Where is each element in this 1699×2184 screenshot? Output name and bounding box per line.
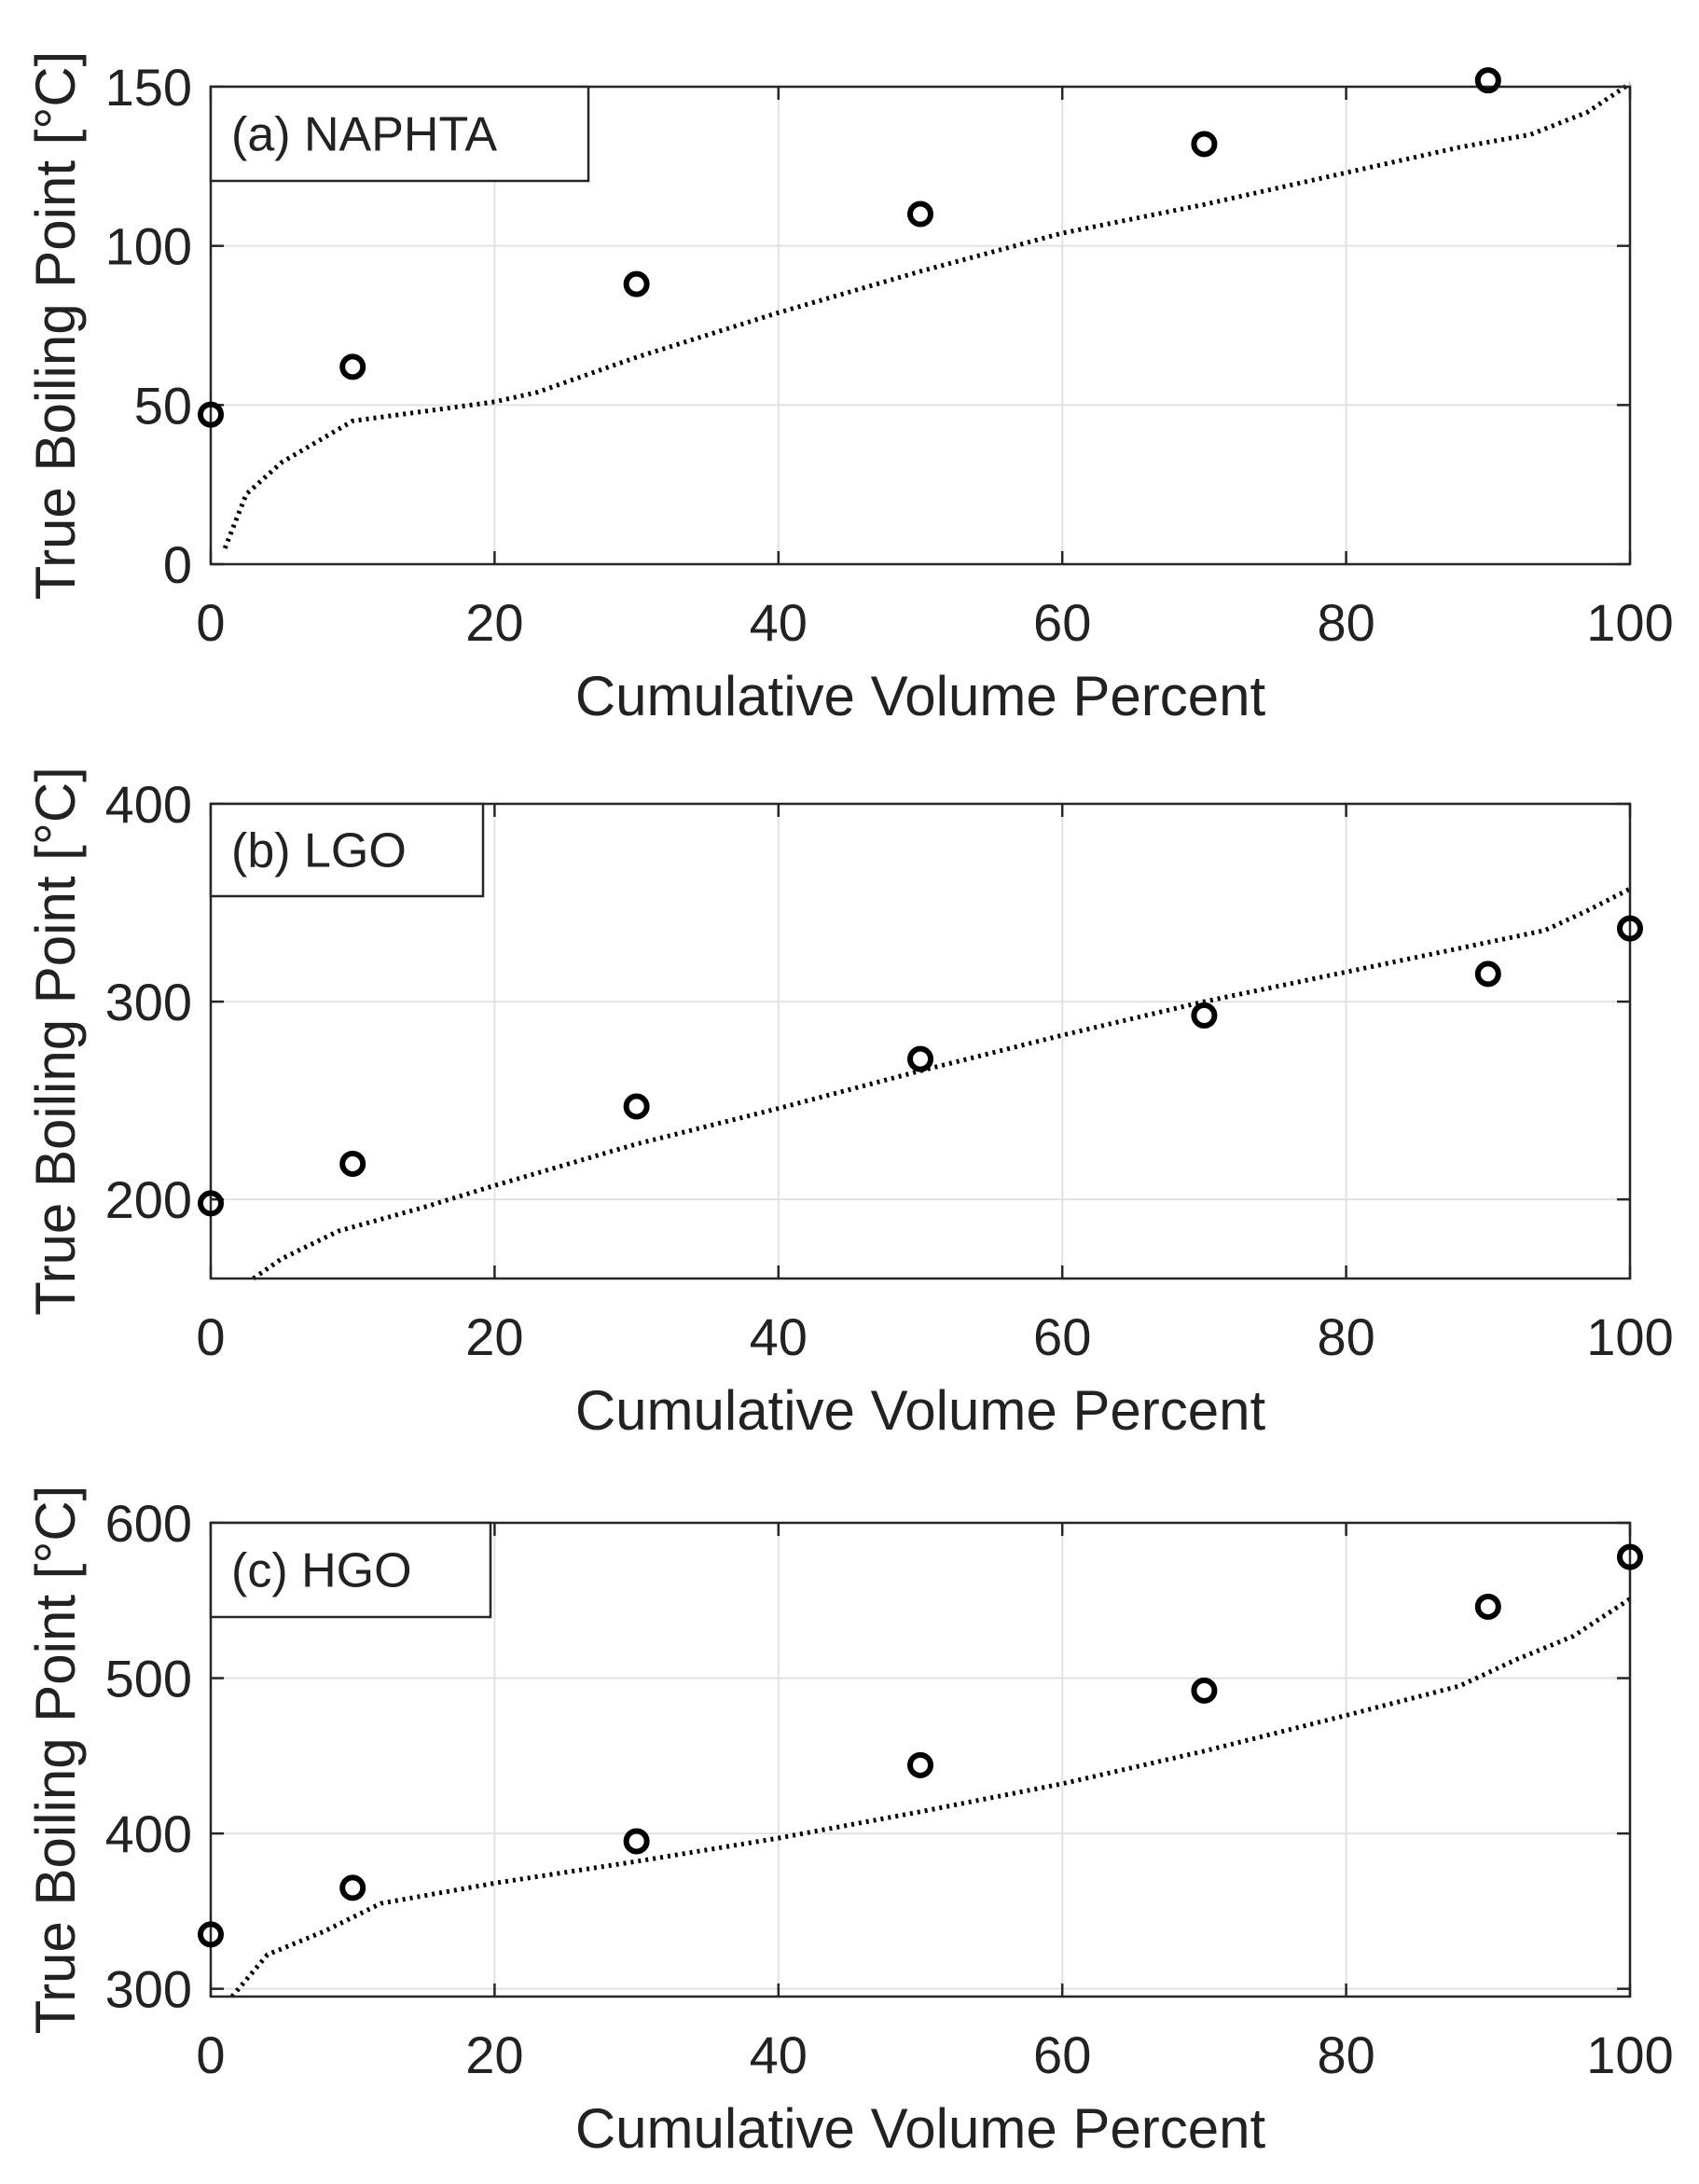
predicted-curve (222, 81, 1632, 549)
y-tick-label: 600 (105, 1494, 192, 1553)
y-tick-label: 0 (163, 535, 192, 594)
x-tick-label: 60 (1033, 593, 1091, 652)
panel-title: (b) LGO (231, 824, 407, 878)
panel-title-box (209, 802, 485, 898)
measured-point (198, 1190, 224, 1217)
x-axis-label: Cumulative Volume Percent (575, 1379, 1266, 1442)
measured-point (198, 401, 224, 428)
chart-panel-2: 0 20 40 60 80 100 200 300 400 Cumulative Volume P… (24, 767, 1674, 1442)
measured-point (907, 200, 933, 228)
x-tick-label: 100 (1586, 2025, 1673, 2084)
x-tick-label: 100 (1586, 1307, 1673, 1366)
measured-point (623, 270, 650, 297)
y-tick-label: 400 (105, 775, 192, 834)
measured-point (198, 1921, 224, 1948)
measured-point (339, 1874, 366, 1901)
measured-point (1474, 67, 1501, 94)
x-tick-label: 0 (196, 593, 225, 652)
measured-point (907, 1045, 933, 1072)
y-tick-label: 200 (105, 1170, 192, 1229)
y-tick-label: 150 (105, 58, 192, 117)
axes-frame (209, 85, 1632, 566)
y-tick-label: 300 (105, 1960, 192, 2019)
measured-point (1474, 961, 1501, 988)
x-tick-label: 0 (196, 2025, 225, 2084)
panel-title: (a) NAPHTA (231, 108, 497, 162)
x-tick-label: 40 (750, 2025, 808, 2084)
axes-frame (209, 802, 1632, 1280)
y-axis-label: True Boiling Point [°C] (24, 51, 87, 601)
measured-point (1191, 131, 1218, 158)
x-tick-label: 80 (1317, 2025, 1374, 2084)
y-tick-label: 400 (105, 1804, 192, 1863)
chart-panel-1: 0 20 40 60 80 100 0 50 100 150 Cumulative Volume P… (24, 51, 1674, 727)
measured-point (907, 1751, 933, 1778)
measured-point (623, 1093, 650, 1120)
measured-point (1617, 915, 1643, 942)
x-tick-label: 60 (1033, 1307, 1091, 1366)
measured-point (623, 1828, 650, 1855)
x-tick-label: 20 (465, 593, 523, 652)
measured-point (339, 1150, 366, 1177)
y-tick-label: 300 (105, 973, 192, 1031)
x-tick-label: 20 (465, 1307, 523, 1366)
measured-point (339, 353, 366, 380)
x-tick-label: 20 (465, 2025, 523, 2084)
panel-title: (c) HGO (231, 1544, 412, 1598)
y-tick-label: 500 (105, 1650, 192, 1708)
x-axis-label: Cumulative Volume Percent (575, 2097, 1266, 2160)
measured-point (1191, 1002, 1218, 1029)
y-tick-label: 100 (105, 217, 192, 276)
x-tick-label: 0 (196, 1307, 225, 1366)
x-tick-label: 80 (1317, 593, 1374, 652)
measured-point (1191, 1677, 1218, 1704)
chart-panel-3: 0 20 40 60 80 100 300 400 500 600 Cumulative Volum… (24, 1486, 1674, 2160)
x-tick-label: 40 (750, 1307, 808, 1366)
x-tick-label: 60 (1033, 2025, 1091, 2084)
predicted-curve (229, 1597, 1632, 1998)
panel-title-box (209, 85, 590, 183)
y-axis-label: True Boiling Point [°C] (24, 767, 87, 1316)
x-axis-label: Cumulative Volume Percent (575, 665, 1266, 727)
y-tick-label: 50 (134, 376, 192, 435)
x-tick-label: 80 (1317, 1307, 1374, 1366)
x-tick-label: 100 (1586, 593, 1673, 652)
measured-point (1617, 1543, 1643, 1570)
axes-frame (209, 1521, 1632, 1998)
panel-title-box (209, 1521, 492, 1619)
measured-point (1474, 1593, 1501, 1620)
x-tick-label: 40 (750, 593, 808, 652)
y-axis-label: True Boiling Point [°C] (24, 1486, 87, 2035)
